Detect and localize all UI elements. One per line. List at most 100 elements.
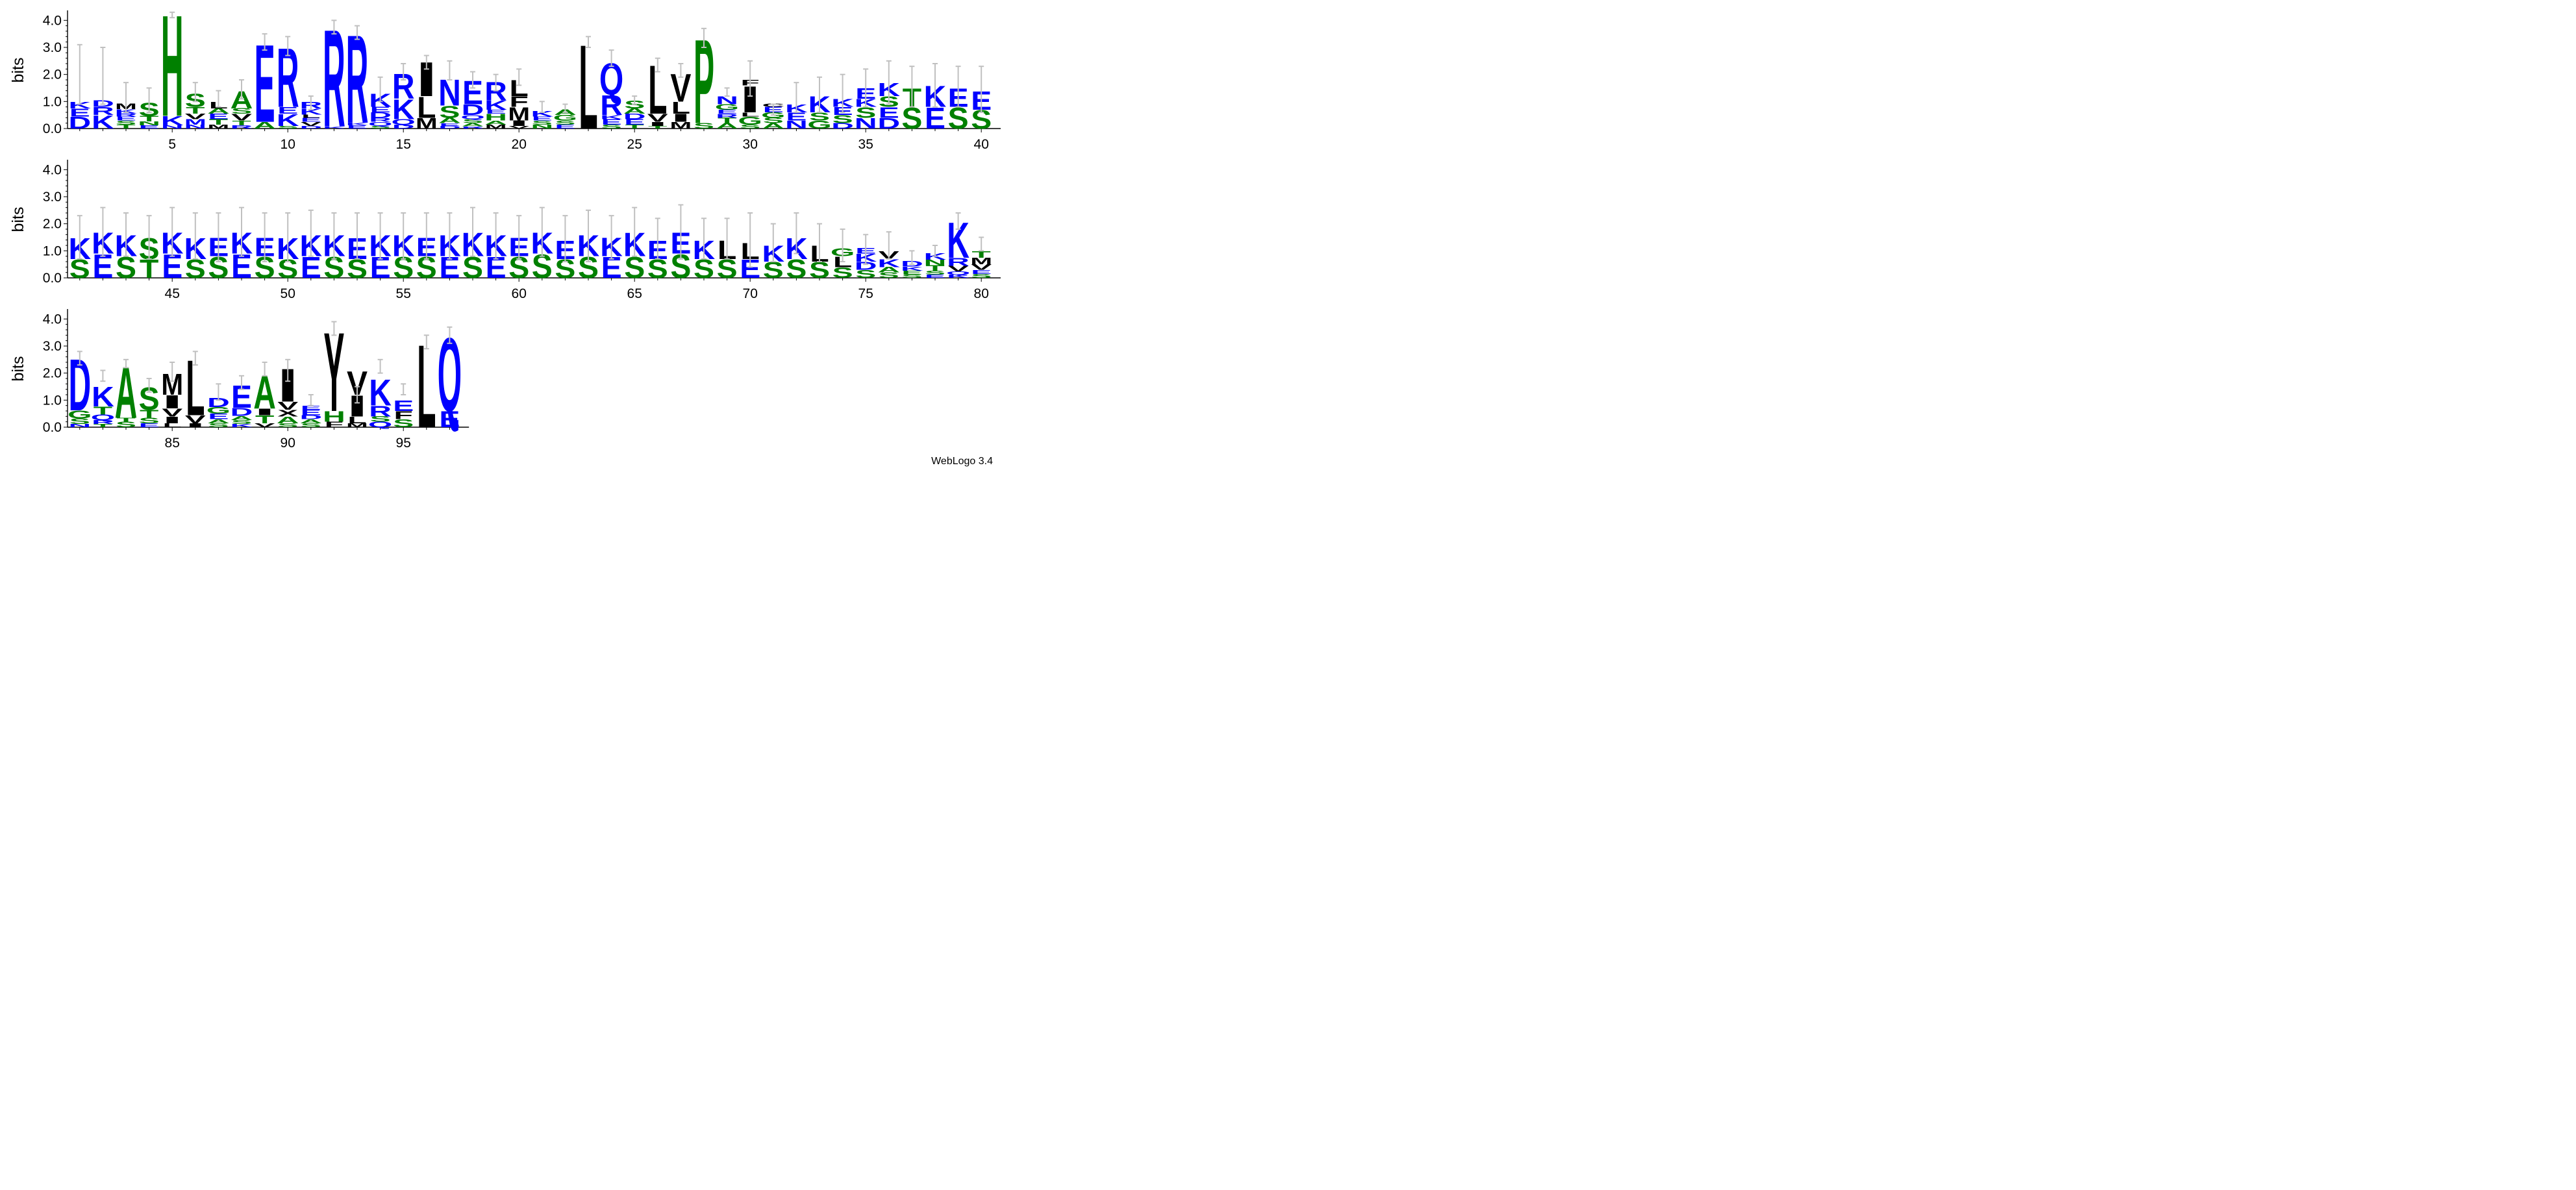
logo-column-77: SEKD	[901, 250, 923, 279]
logo-column-49: SE	[255, 212, 275, 284]
logo-glyph-s: S	[370, 415, 391, 423]
logo-glyph-l: L	[671, 99, 690, 118]
logo-column-63: SK	[577, 209, 599, 284]
y-axis-label: bits	[9, 58, 27, 83]
logo-column-75: SDKE	[855, 234, 877, 280]
logo-column-65: SK	[623, 206, 646, 284]
logo-glyph-l: L	[417, 90, 436, 124]
logo-glyph-n: N	[716, 94, 738, 107]
sequence-logo-chart: 0.01.02.03.04.0bits510152025303540DEKKRD…	[9, 0, 1001, 453]
logo-glyph-s: S	[855, 267, 876, 280]
logo-glyph-e: E	[208, 112, 229, 121]
logo-glyph-t: T	[94, 404, 112, 417]
logo-glyph-a: A	[299, 418, 322, 425]
logo-glyph-m: M	[346, 423, 368, 428]
logo-glyph-s: S	[116, 119, 136, 126]
logo-glyph-s: S	[763, 116, 784, 125]
logo-glyph-v: V	[185, 413, 206, 426]
logo-glyph-q: Q	[392, 118, 416, 126]
logo-column-68: SK	[693, 217, 715, 284]
logo-column-59: EK	[484, 212, 507, 284]
logo-glyph-r: R	[947, 256, 969, 269]
logo-glyph-r: R	[115, 112, 138, 118]
logo-glyph-t: T	[625, 123, 644, 130]
logo-glyph-e: E	[139, 125, 160, 130]
logo-glyph-a: A	[438, 116, 461, 125]
logo-column-32: NEK	[785, 82, 808, 131]
logo-glyph-i: I	[670, 112, 692, 124]
logo-column-70: EL	[740, 212, 760, 284]
y-tick-label: 2.0	[43, 366, 62, 381]
logo-glyph-s: S	[301, 422, 321, 428]
logo-column-43: SK	[115, 212, 137, 284]
logo-column-1: DEK	[68, 43, 92, 132]
logo-glyph-s: S	[832, 113, 853, 126]
logo-glyph-e: E	[69, 106, 90, 119]
logo-glyph-k: K	[231, 423, 253, 428]
logo-glyph-e: E	[532, 116, 553, 122]
logo-glyph-k: K	[877, 256, 900, 269]
logo-glyph-s: S	[277, 125, 298, 129]
logo-glyph-t: T	[116, 123, 135, 130]
logo-column-71: SK	[762, 223, 784, 282]
y-tick-label: 1.0	[43, 393, 62, 408]
logo-column-3: TSERKM	[115, 82, 138, 130]
logo-glyph-k: K	[68, 100, 91, 110]
logo-glyph-g: G	[738, 114, 762, 127]
logo-glyph-s: S	[185, 254, 206, 284]
logo-glyph-e: E	[139, 422, 160, 428]
logo-column-39: SE	[948, 66, 969, 135]
logo-glyph-h: H	[323, 408, 345, 425]
logo-column-53: SE	[347, 212, 368, 284]
logo-glyph-q: Q	[460, 114, 484, 121]
logo-column-5: NKH	[161, 0, 184, 147]
logo-glyph-q: Q	[91, 413, 115, 421]
logo-glyph-s: S	[694, 254, 714, 284]
logo-glyph-n: N	[924, 258, 947, 267]
logo-glyph-l: L	[347, 415, 366, 425]
logo-glyph-s: S	[555, 119, 575, 126]
logo-glyph-e: E	[277, 105, 298, 116]
logo-column-67: SE	[670, 204, 691, 285]
logo-glyph-i: I	[254, 406, 275, 417]
logo-glyph-s: S	[740, 123, 760, 130]
logo-column-22: ESGA	[553, 103, 577, 130]
logo-glyph-t: T	[232, 119, 251, 127]
logo-glyph-m: M	[485, 124, 507, 130]
logo-glyph-k: K	[346, 122, 369, 126]
logo-glyph-d: D	[231, 406, 253, 419]
logo-glyph-d: D	[68, 114, 91, 132]
logo-glyph-s: S	[809, 110, 830, 123]
logo-column-31: ASGEC	[761, 103, 785, 130]
logo-glyph-f: F	[394, 409, 413, 422]
logo-glyph-n: N	[68, 423, 91, 428]
logo-column-42: EK	[92, 206, 114, 285]
y-tick-label: 3.0	[43, 190, 62, 205]
logo-glyph-e: E	[393, 397, 414, 414]
logo-column-37: ST	[901, 66, 922, 135]
logo-glyph-k: K	[299, 107, 323, 116]
logo-glyph-n: N	[785, 118, 808, 131]
logo-glyph-m: M	[184, 118, 206, 127]
logo-glyph-a: A	[762, 122, 784, 130]
logo-glyph-d: D	[438, 125, 461, 129]
x-tick-label: 50	[281, 286, 295, 301]
logo-glyph-a: A	[207, 418, 230, 425]
logo-glyph-r: R	[92, 105, 114, 118]
x-tick-label: 35	[858, 137, 873, 152]
logo-glyph-k: K	[161, 114, 184, 129]
logo-glyph-v: V	[162, 406, 182, 419]
logo-glyph-k: K	[484, 98, 507, 113]
